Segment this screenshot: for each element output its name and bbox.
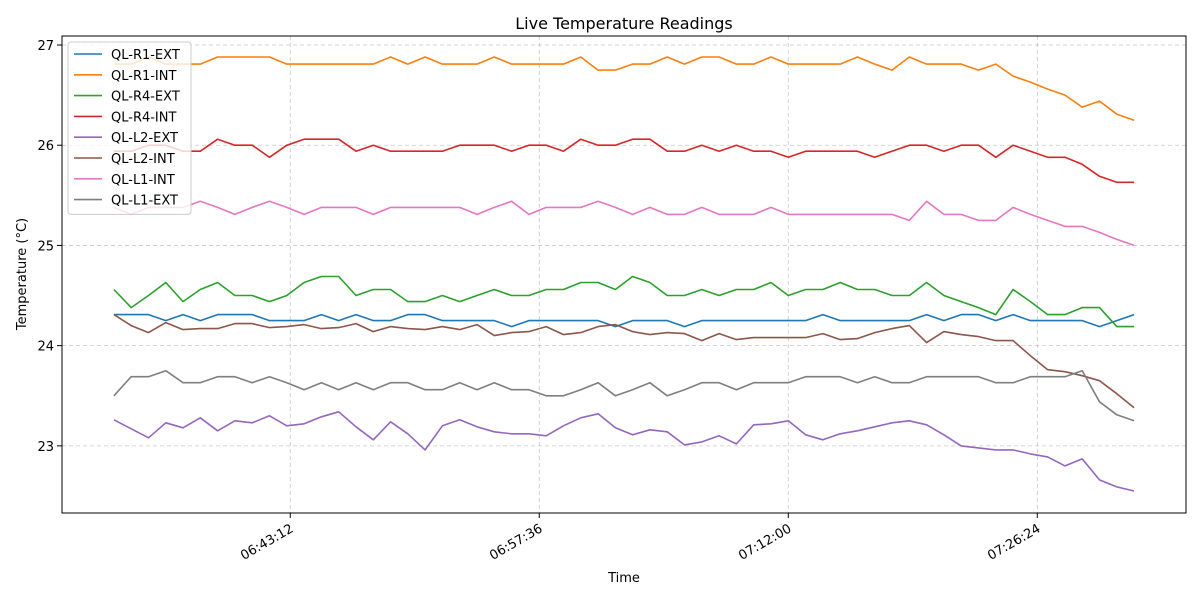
series-line-ql-r4-int — [113, 138, 1135, 184]
y-tick-label: 23 — [37, 440, 54, 455]
series-line-ql-l1-int — [113, 200, 1135, 247]
series-line-ql-l2-ext — [113, 410, 1135, 492]
series-line-ql-r1-int — [113, 56, 1135, 121]
y-axis-ticks: 23 24 25 26 27 — [37, 39, 62, 455]
y-tick-label: 25 — [37, 239, 54, 254]
legend-label: QL-R4-INT — [111, 110, 176, 125]
gridlines — [62, 36, 1186, 513]
x-axis-label: Time — [607, 571, 640, 586]
y-tick-label: 24 — [37, 340, 54, 355]
legend-label: QL-R4-EXT — [111, 90, 180, 105]
legend-label: QL-R1-INT — [111, 69, 176, 84]
series-lines — [113, 56, 1135, 492]
legend-label: QL-R1-EXT — [111, 48, 180, 63]
chart-title: Live Temperature Readings — [515, 14, 732, 33]
plot-area-frame — [61, 35, 1187, 514]
legend-label: QL-L2-EXT — [111, 131, 178, 146]
y-tick-label: 27 — [37, 39, 54, 54]
series-line-ql-r4-ext — [113, 275, 1135, 328]
y-axis-label: Temperature (°C) — [15, 218, 30, 331]
legend-label: QL-L1-EXT — [111, 194, 178, 209]
series-line-ql-r1-ext — [113, 313, 1135, 328]
series-line-ql-l2-int — [113, 313, 1135, 409]
legend-label: QL-L1-INT — [111, 173, 175, 188]
legend-label: QL-L2-INT — [111, 152, 175, 167]
series-line-ql-l1-ext — [113, 369, 1135, 422]
plot-area-background — [62, 36, 1186, 513]
legend-frame — [67, 41, 192, 215]
legend: QL-R1-EXT QL-R1-INT QL-R4-EXT QL-R4-INT QL-L… — [67, 41, 192, 215]
y-tick-label: 26 — [37, 139, 54, 154]
